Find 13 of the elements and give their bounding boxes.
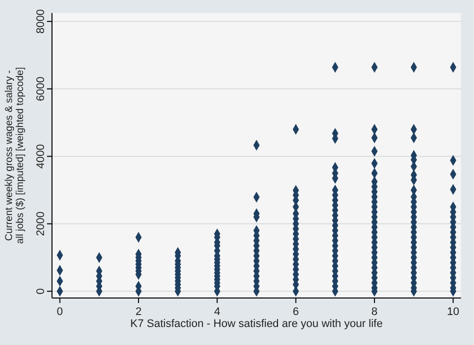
y-tick-label: 8000 bbox=[35, 9, 47, 34]
x-tick-label: 2 bbox=[135, 306, 142, 318]
x-tick-label: 4 bbox=[214, 306, 220, 318]
x-tick-label: 8 bbox=[371, 306, 378, 318]
x-axis-title: K7 Satisfaction - How satisfied are you with your life bbox=[130, 318, 383, 330]
y-tick-label: 6000 bbox=[35, 76, 47, 102]
x-tick-label: 10 bbox=[447, 306, 460, 318]
x-tick-label: 6 bbox=[292, 306, 299, 318]
y-tick-label: 2000 bbox=[35, 212, 47, 236]
y-tick-label: 4000 bbox=[35, 144, 47, 169]
y-axis-title: Current weekly gross wages & salary - all jobs ($) [imputed] [weighted topcode] bbox=[4, 66, 26, 244]
x-tick-label: 0 bbox=[56, 306, 63, 318]
y-tick-label: 0 bbox=[35, 288, 47, 294]
